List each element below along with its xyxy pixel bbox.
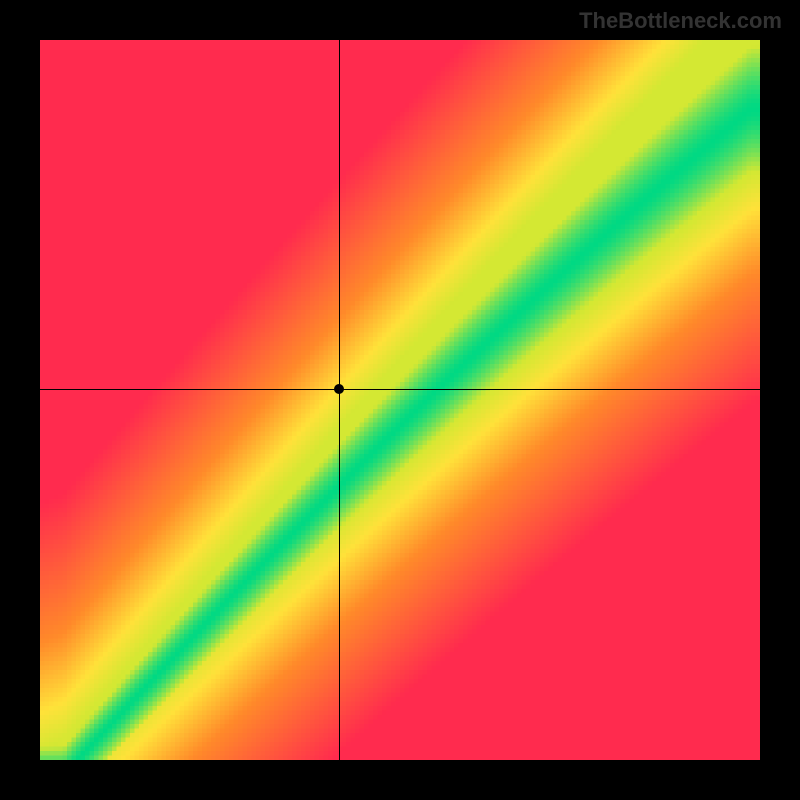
crosshair-vertical [339, 40, 340, 760]
heatmap-canvas [40, 40, 760, 760]
crosshair-horizontal [40, 389, 760, 390]
selection-marker [334, 384, 344, 394]
bottleneck-heatmap [40, 40, 760, 760]
watermark-text: TheBottleneck.com [579, 8, 782, 34]
